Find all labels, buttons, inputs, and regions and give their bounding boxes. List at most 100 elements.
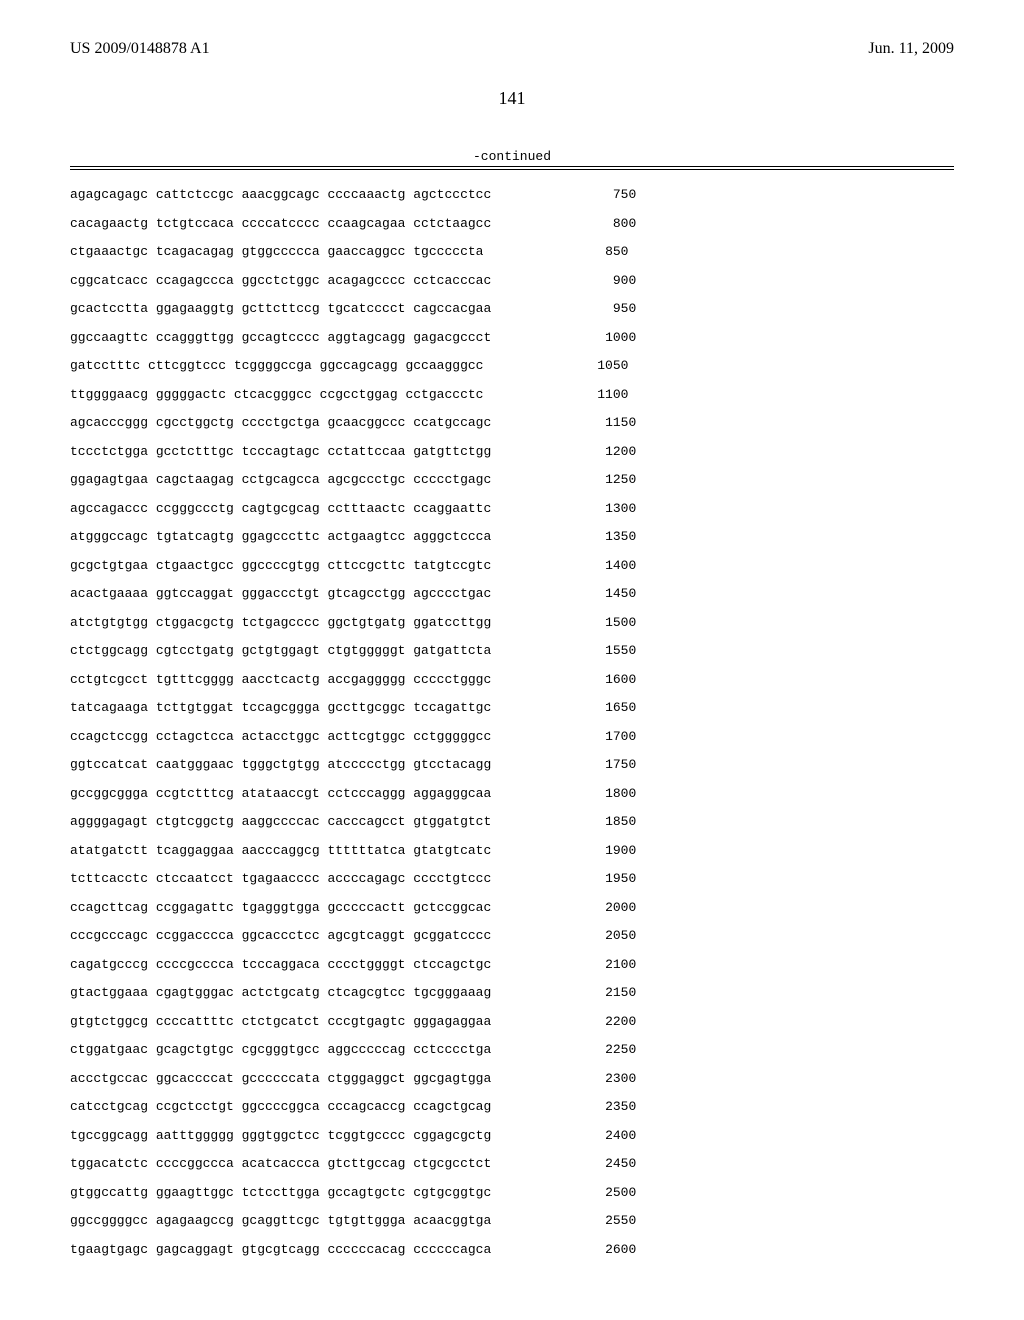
- sequence-position: 1100: [568, 388, 628, 401]
- sequence-row: cctgtcgcct tgtttcgggg aacctcactg accgagg…: [70, 673, 954, 686]
- sequence-position: 1500: [576, 616, 636, 629]
- sequence-row: ggccaagttc ccagggttgg gccagtcccc aggtagc…: [70, 331, 954, 344]
- patent-number: US 2009/0148878 A1: [70, 40, 210, 58]
- sequence-position: 2450: [576, 1157, 636, 1170]
- sequence-text: tgccggcagg aatttggggg gggtggctcc tcggtgc…: [70, 1129, 491, 1142]
- sequence-row: ttggggaacg gggggactc ctcacgggcc ccgcctgg…: [70, 388, 954, 401]
- sequence-block: agagcagagc cattctccgc aaacggcagc ccccaaa…: [70, 188, 954, 1256]
- sequence-row: gcgctgtgaa ctgaactgcc ggccccgtgg cttccgc…: [70, 559, 954, 572]
- sequence-position: 1600: [576, 673, 636, 686]
- sequence-text: cccgcccagc ccggacccca ggcaccctcc agcgtca…: [70, 929, 491, 942]
- sequence-row: gcactcctta ggagaaggtg gcttcttccg tgcatcc…: [70, 302, 954, 315]
- sequence-position: 1050: [568, 359, 628, 372]
- sequence-position: 1950: [576, 872, 636, 885]
- sequence-row: tgccggcagg aatttggggg gggtggctcc tcggtgc…: [70, 1129, 954, 1142]
- sequence-text: gcactcctta ggagaaggtg gcttcttccg tgcatcc…: [70, 302, 491, 315]
- sequence-row: ggccggggcc agagaagccg gcaggttcgc tgtgttg…: [70, 1214, 954, 1227]
- sequence-text: ggccaagttc ccagggttgg gccagtcccc aggtagc…: [70, 331, 491, 344]
- sequence-text: tatcagaaga tcttgtggat tccagcggga gccttgc…: [70, 701, 491, 714]
- page-header: US 2009/0148878 A1 Jun. 11, 2009: [70, 40, 954, 58]
- sequence-row: agcacccggg cgcctggctg cccctgctga gcaacgg…: [70, 416, 954, 429]
- sequence-row: catcctgcag ccgctcctgt ggccccggca cccagca…: [70, 1100, 954, 1113]
- sequence-text: tgaagtgagc gagcaggagt gtgcgtcagg cccccca…: [70, 1243, 491, 1256]
- sequence-text: aggggagagt ctgtcggctg aaggccccac cacccag…: [70, 815, 491, 828]
- sequence-text: gtactggaaa cgagtgggac actctgcatg ctcagcg…: [70, 986, 491, 999]
- sequence-row: agagcagagc cattctccgc aaacggcagc ccccaaa…: [70, 188, 954, 201]
- sequence-text: ctctggcagg cgtcctgatg gctgtggagt ctgtggg…: [70, 644, 491, 657]
- sequence-position: 900: [576, 274, 636, 287]
- sequence-text: acactgaaaa ggtccaggat gggaccctgt gtcagcc…: [70, 587, 491, 600]
- sequence-text: ccagctccgg cctagctcca actacctggc acttcgt…: [70, 730, 491, 743]
- sequence-text: ctggatgaac gcagctgtgc cgcgggtgcc aggcccc…: [70, 1043, 491, 1056]
- sequence-row: gtggccattg ggaagttggc tctccttgga gccagtg…: [70, 1186, 954, 1199]
- sequence-row: tgaagtgagc gagcaggagt gtgcgtcagg cccccca…: [70, 1243, 954, 1256]
- sequence-position: 1350: [576, 530, 636, 543]
- sequence-position: 2100: [576, 958, 636, 971]
- sequence-position: 1800: [576, 787, 636, 800]
- sequence-position: 2200: [576, 1015, 636, 1028]
- sequence-text: gatcctttc cttcggtccc tcggggccga ggccagca…: [70, 359, 483, 372]
- sequence-row: agccagaccc ccgggccctg cagtgcgcag cctttaa…: [70, 502, 954, 515]
- sequence-position: 2550: [576, 1214, 636, 1227]
- sequence-text: gccggcggga ccgtctttcg atataaccgt cctccca…: [70, 787, 491, 800]
- sequence-text: gcgctgtgaa ctgaactgcc ggccccgtgg cttccgc…: [70, 559, 491, 572]
- page-container: US 2009/0148878 A1 Jun. 11, 2009 141 -co…: [0, 0, 1024, 1320]
- sequence-row: gtgtctggcg ccccattttc ctctgcatct cccgtga…: [70, 1015, 954, 1028]
- sequence-position: 1150: [576, 416, 636, 429]
- sequence-position: 2500: [576, 1186, 636, 1199]
- sequence-position: 2350: [576, 1100, 636, 1113]
- sequence-position: 1000: [576, 331, 636, 344]
- sequence-position: 1450: [576, 587, 636, 600]
- sequence-row: aggggagagt ctgtcggctg aaggccccac cacccag…: [70, 815, 954, 828]
- sequence-position: 2600: [576, 1243, 636, 1256]
- sequence-text: gtggccattg ggaagttggc tctccttgga gccagtg…: [70, 1186, 491, 1199]
- sequence-row: atatgatctt tcaggaggaa aacccaggcg tttttta…: [70, 844, 954, 857]
- sequence-position: 1850: [576, 815, 636, 828]
- patent-date: Jun. 11, 2009: [868, 40, 954, 58]
- sequence-text: agagcagagc cattctccgc aaacggcagc ccccaaa…: [70, 188, 491, 201]
- sequence-position: 2050: [576, 929, 636, 942]
- sequence-row: cacagaactg tctgtccaca ccccatcccc ccaagca…: [70, 217, 954, 230]
- sequence-row: ggagagtgaa cagctaagag cctgcagcca agcgccc…: [70, 473, 954, 486]
- sequence-text: ggccggggcc agagaagccg gcaggttcgc tgtgttg…: [70, 1214, 491, 1227]
- page-number: 141: [70, 88, 954, 109]
- sequence-row: atgggccagc tgtatcagtg ggagcccttc actgaag…: [70, 530, 954, 543]
- sequence-row: tggacatctc ccccggccca acatcaccca gtcttgc…: [70, 1157, 954, 1170]
- sequence-row: tccctctgga gcctctttgc tcccagtagc cctattc…: [70, 445, 954, 458]
- sequence-text: ttggggaacg gggggactc ctcacgggcc ccgcctgg…: [70, 388, 483, 401]
- sequence-position: 2400: [576, 1129, 636, 1142]
- sequence-row: ccagctccgg cctagctcca actacctggc acttcgt…: [70, 730, 954, 743]
- sequence-row: cagatgcccg ccccgcccca tcccaggaca cccctgg…: [70, 958, 954, 971]
- sequence-row: gccggcggga ccgtctttcg atataaccgt cctccca…: [70, 787, 954, 800]
- sequence-position: 750: [576, 188, 636, 201]
- sequence-text: catcctgcag ccgctcctgt ggccccggca cccagca…: [70, 1100, 491, 1113]
- sequence-row: accctgccac ggcaccccat gccccccata ctgggag…: [70, 1072, 954, 1085]
- sequence-position: 1550: [576, 644, 636, 657]
- sequence-row: ctctggcagg cgtcctgatg gctgtggagt ctgtggg…: [70, 644, 954, 657]
- sequence-text: tcttcacctc ctccaatcct tgagaacccc accccag…: [70, 872, 491, 885]
- sequence-text: accctgccac ggcaccccat gccccccata ctgggag…: [70, 1072, 491, 1085]
- sequence-position: 1400: [576, 559, 636, 572]
- sequence-row: cggcatcacc ccagagccca ggcctctggc acagagc…: [70, 274, 954, 287]
- sequence-text: atgggccagc tgtatcagtg ggagcccttc actgaag…: [70, 530, 491, 543]
- sequence-position: 1650: [576, 701, 636, 714]
- top-rule-1: [70, 166, 954, 167]
- sequence-text: tccctctgga gcctctttgc tcccagtagc cctattc…: [70, 445, 491, 458]
- continued-label: -continued: [70, 149, 954, 164]
- sequence-text: atctgtgtgg ctggacgctg tctgagcccc ggctgtg…: [70, 616, 491, 629]
- sequence-row: ctgaaactgc tcagacagag gtggccccca gaaccag…: [70, 245, 954, 258]
- sequence-row: acactgaaaa ggtccaggat gggaccctgt gtcagcc…: [70, 587, 954, 600]
- sequence-row: gatcctttc cttcggtccc tcggggccga ggccagca…: [70, 359, 954, 372]
- sequence-row: ccagcttcag ccggagattc tgagggtgga gccccca…: [70, 901, 954, 914]
- sequence-text: gtgtctggcg ccccattttc ctctgcatct cccgtga…: [70, 1015, 491, 1028]
- sequence-position: 800: [576, 217, 636, 230]
- sequence-row: ggtccatcat caatgggaac tgggctgtgg atccccc…: [70, 758, 954, 771]
- sequence-position: 2300: [576, 1072, 636, 1085]
- sequence-position: 1700: [576, 730, 636, 743]
- sequence-position: 1200: [576, 445, 636, 458]
- sequence-position: 1300: [576, 502, 636, 515]
- sequence-row: tatcagaaga tcttgtggat tccagcggga gccttgc…: [70, 701, 954, 714]
- sequence-text: cagatgcccg ccccgcccca tcccaggaca cccctgg…: [70, 958, 491, 971]
- sequence-text: ctgaaactgc tcagacagag gtggccccca gaaccag…: [70, 245, 483, 258]
- sequence-text: agccagaccc ccgggccctg cagtgcgcag cctttaa…: [70, 502, 491, 515]
